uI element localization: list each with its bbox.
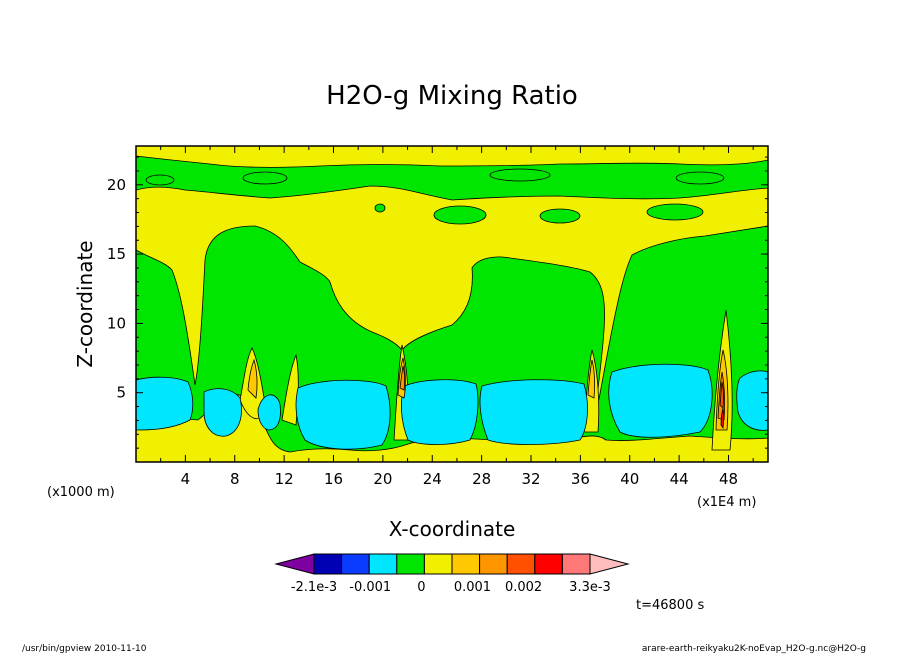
contour-cyan-1 <box>136 376 194 431</box>
contour-cyan-8 <box>736 370 768 431</box>
x-tick-label: 4 <box>181 470 191 488</box>
contour-field <box>136 146 768 462</box>
contour-cyan-6 <box>479 379 588 445</box>
x-tick-label: 48 <box>719 470 738 488</box>
plume-core-7 <box>719 381 725 409</box>
y-tick-label: 10 <box>107 314 126 332</box>
x-tick-label: 28 <box>472 470 491 488</box>
contour-cyan-7 <box>608 363 713 438</box>
y-tick-label: 15 <box>107 245 126 263</box>
green-patch-2 <box>242 171 288 185</box>
x-tick-label: 12 <box>275 470 294 488</box>
x-unit-right: (x1E4 m) <box>697 495 756 510</box>
colorbar-cell <box>341 553 370 575</box>
colorbar-label: 0 <box>417 580 425 595</box>
colorbar-cell <box>506 553 536 575</box>
contour-cyan-2 <box>203 388 242 437</box>
colorbar-cell <box>479 553 508 575</box>
green-patch-3 <box>489 168 551 182</box>
colorbar-cell <box>396 553 425 575</box>
x-axis: 4 8 12 16 20 24 28 32 36 40 44 48 <box>160 146 754 488</box>
contour-upper-yellow <box>136 185 768 426</box>
green-patch-4 <box>675 171 725 185</box>
colorbar-label: -2.1e-3 <box>291 580 337 595</box>
colorbar-labels: -2.1e-3 -0.001 0 0.001 0.002 3.3e-3 <box>291 580 611 595</box>
green-patch-6 <box>539 208 581 224</box>
y-axis: 5 10 15 20 <box>107 156 768 449</box>
chart-title: H2O-g Mixing Ratio <box>326 81 578 111</box>
colorbar-cell <box>313 553 343 575</box>
x-unit-left: (x1000 m) <box>47 485 115 500</box>
colorbar-cell <box>561 553 591 575</box>
x-axis-title: X-coordinate <box>389 517 516 541</box>
time-label: t=46800 s <box>636 598 704 613</box>
y-tick-label: 20 <box>107 176 126 194</box>
green-patch-8 <box>374 203 386 213</box>
plume-core-4 <box>587 359 595 399</box>
plot-frame <box>135 145 769 463</box>
colorbar-label: -0.001 <box>349 580 391 595</box>
x-tick-label: 24 <box>423 470 442 488</box>
contour-top-yellow <box>136 146 768 168</box>
colorbar-label: 3.3e-3 <box>569 580 611 595</box>
colorbar-label: 0.002 <box>505 580 542 595</box>
green-patch-1 <box>145 174 175 186</box>
plume-core-3 <box>399 365 406 391</box>
green-patch-7 <box>646 203 704 221</box>
colorbar <box>274 553 630 575</box>
x-tick-label: 8 <box>230 470 240 488</box>
colorbar-label: 0.001 <box>454 580 491 595</box>
plume-core-1 <box>247 358 258 399</box>
x-tick-label: 32 <box>521 470 540 488</box>
x-tick-label: 16 <box>324 470 343 488</box>
plume-core-8 <box>720 407 725 430</box>
contour-cyan-3 <box>257 394 281 431</box>
colorbar-cell <box>423 553 453 575</box>
colorbar-under-triangle <box>274 553 315 575</box>
x-tick-label: 20 <box>373 470 392 488</box>
contour-cyan-5 <box>400 379 479 445</box>
footer-left: /usr/bin/gpview 2010-11-10 <box>22 644 147 654</box>
y-tick-label: 5 <box>116 384 126 402</box>
colorbar-cell <box>534 553 563 575</box>
x-tick-label: 40 <box>620 470 639 488</box>
colorbar-over-triangle <box>589 553 630 575</box>
x-tick-label: 36 <box>571 470 590 488</box>
colorbar-cell <box>368 553 398 575</box>
y-axis-title: Z-coordinate <box>73 240 97 367</box>
footer-right: arare-earth-reikyaku2K-noEvap_H2O-g.nc@H… <box>642 644 866 654</box>
x-tick-label: 44 <box>670 470 689 488</box>
colorbar-cell <box>451 553 481 575</box>
contour-cyan-4 <box>295 379 391 450</box>
green-patch-5 <box>433 205 487 225</box>
